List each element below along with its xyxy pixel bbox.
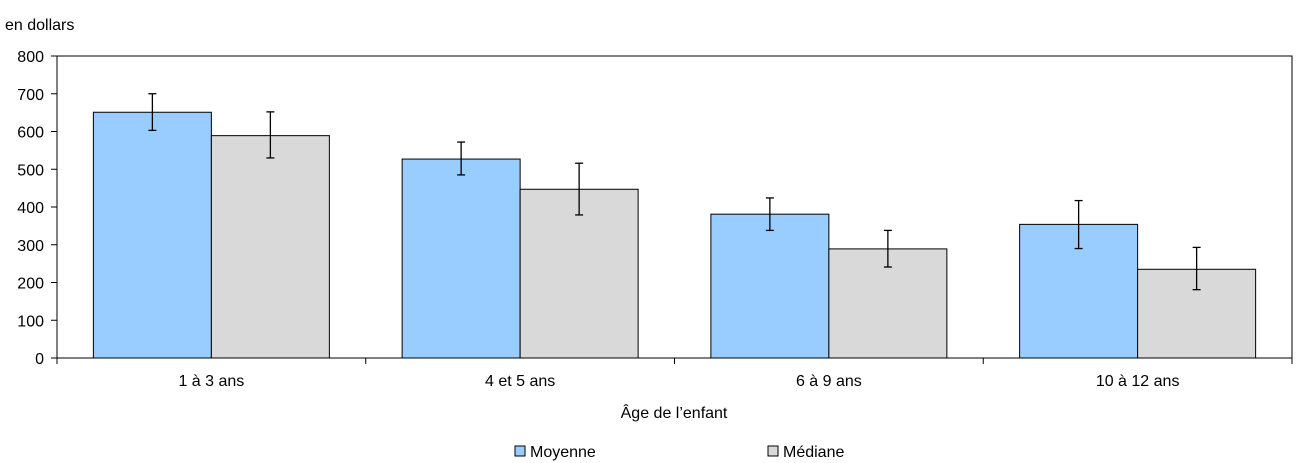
error-bar [765,197,774,232]
x-axis-label: Âge de l’enfant [621,403,728,422]
bar-moyenne [92,111,212,359]
legend: Moyenne Médiane [514,444,844,461]
error-bar [883,229,892,268]
error-bar [1074,199,1083,250]
y-axis-ticks: 0 100 200 300 400 500 600 700 800 [17,49,57,368]
bars [92,111,1257,359]
bar-moyenne [401,158,521,359]
error-bar [457,141,466,176]
bar-mediane [519,188,639,359]
y-tick-label: 200 [17,276,44,293]
error-bar [575,162,584,216]
y-tick-label: 0 [35,351,44,368]
x-axis-ticks: 1 à 3 ans 4 et 5 ans 6 à 9 ans 10 à 12 ans [56,358,1293,390]
legend-swatch [767,445,779,457]
legend-label: Médiane [783,444,844,461]
x-tick-label: 1 à 3 ans [178,373,244,390]
x-tick-label: 4 et 5 ans [485,373,555,390]
y-tick-label: 500 [17,162,44,179]
y-tick-label: 700 [17,87,44,104]
legend-item-mediane: Médiane [767,444,844,461]
bar-mediane [210,135,330,359]
y-tick-label: 300 [17,238,44,255]
legend-swatch [514,445,526,457]
error-bar [266,111,275,159]
y-tick-label: 400 [17,200,44,217]
bar-moyenne [710,213,830,359]
legend-item-moyenne: Moyenne [514,444,596,461]
y-axis-label: en dollars [5,17,74,34]
y-tick-label: 100 [17,313,44,330]
error-bar [148,93,157,132]
x-tick-label: 10 à 12 ans [1096,373,1180,390]
error-bars [148,93,1201,291]
error-bar [1192,246,1201,291]
x-tick-label: 6 à 9 ans [796,373,862,390]
legend-label: Moyenne [530,444,596,461]
y-tick-label: 600 [17,125,44,142]
y-tick-label: 800 [17,49,44,66]
